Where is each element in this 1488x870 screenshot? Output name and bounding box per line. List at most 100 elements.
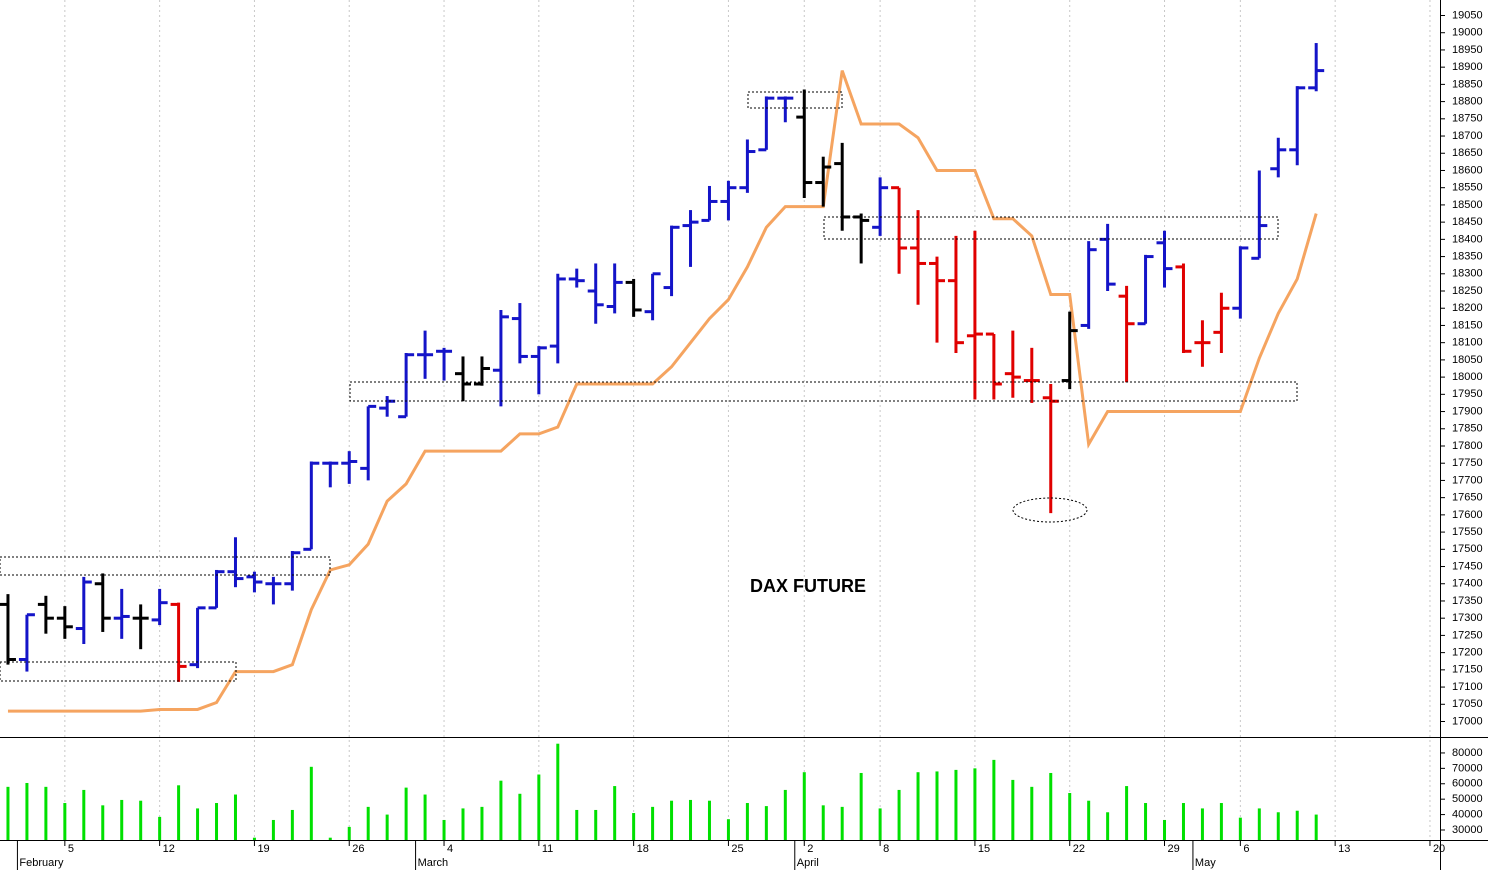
month-label: February [19, 857, 64, 869]
y-tick-label: 18850 [1452, 78, 1483, 90]
volume-bar [575, 809, 579, 840]
volume-bar [1295, 810, 1299, 840]
volume-bar [25, 782, 29, 840]
y-tick-label: 50000 [1452, 793, 1483, 805]
volume-bar [556, 743, 560, 840]
volume-bar [1030, 786, 1034, 840]
y-tick-label: 17450 [1452, 560, 1483, 572]
volume-bar [63, 803, 67, 840]
volume-bar [973, 768, 977, 840]
volume-bar [707, 800, 711, 840]
y-tick-label: 17100 [1452, 681, 1483, 693]
volume-bar [594, 809, 598, 840]
volume-bar [328, 837, 332, 840]
volume-bar [651, 806, 655, 840]
volume-bar [385, 814, 389, 840]
y-tick-label: 17500 [1452, 543, 1483, 555]
volume-bar [840, 806, 844, 840]
volume-bar [670, 800, 674, 840]
volume-bar [632, 813, 636, 840]
month-label: April [797, 857, 819, 869]
y-tick-label: 18100 [1452, 337, 1483, 349]
x-tick-label: 19 [257, 843, 269, 855]
y-tick-label: 17800 [1452, 440, 1483, 452]
y-tick-label: 19000 [1452, 27, 1483, 39]
volume-bar [442, 819, 446, 840]
annotation-box [349, 381, 1298, 402]
volume-bar [916, 772, 920, 840]
y-tick-label: 18000 [1452, 371, 1483, 383]
volume-bar [196, 808, 200, 840]
volume-bar [158, 816, 162, 840]
volume-bar [177, 785, 181, 840]
volume-bar [1011, 779, 1015, 840]
y-tick-label: 18650 [1452, 147, 1483, 159]
volume-bar [537, 774, 541, 840]
volume-bar [44, 786, 48, 840]
volume-bar [1163, 819, 1167, 840]
y-tick-label: 18450 [1452, 216, 1483, 228]
volume-bar [252, 837, 256, 840]
volume-bar [1106, 812, 1110, 840]
volume-bar [1125, 786, 1129, 840]
x-tick-label: 12 [163, 843, 175, 855]
annotation-ellipse [1012, 497, 1088, 523]
y-tick-label: 18150 [1452, 319, 1483, 331]
volume-bar [878, 808, 882, 840]
volume-bar [366, 806, 370, 840]
volume-bar [461, 808, 465, 840]
y-tick-label: 17150 [1452, 664, 1483, 676]
y-tick-label: 18350 [1452, 250, 1483, 262]
volume-bar [499, 780, 503, 840]
annotation-box [823, 216, 1279, 240]
volume-bar [1200, 808, 1204, 840]
volume-bar [101, 805, 105, 840]
volume-bar [783, 789, 787, 840]
y-tick-label: 18500 [1452, 199, 1483, 211]
volume-bar [309, 766, 313, 840]
y-tick-label: 19050 [1452, 9, 1483, 21]
chart-title: DAX FUTURE [750, 576, 866, 596]
volume-bar [1144, 803, 1148, 840]
volume-bar [726, 819, 730, 840]
x-tick-label: 5 [68, 843, 74, 855]
volume-bar [954, 769, 958, 840]
x-tick-label: 29 [1168, 843, 1180, 855]
volume-bar [423, 794, 427, 840]
y-tick-label: 17300 [1452, 612, 1483, 624]
y-tick-label: 17900 [1452, 405, 1483, 417]
x-tick-label: 2 [807, 843, 813, 855]
annotation-box [0, 556, 331, 576]
volume-bar [1049, 772, 1053, 840]
x-tick-label: 13 [1338, 843, 1350, 855]
volume-bar [6, 786, 10, 840]
y-tick-label: 40000 [1452, 808, 1483, 820]
volume-bar [518, 793, 522, 840]
y-tick-label: 17050 [1452, 698, 1483, 710]
volume-bar [480, 806, 484, 840]
annotation-box [747, 91, 843, 109]
y-tick-label: 18950 [1452, 44, 1483, 56]
volume-bar [82, 789, 86, 840]
y-tick-label: 17350 [1452, 595, 1483, 607]
volume-bar [689, 799, 693, 840]
y-tick-label: 18250 [1452, 285, 1483, 297]
volume-bar [859, 772, 863, 840]
volume-bar [897, 789, 901, 840]
month-label: March [418, 857, 449, 869]
x-tick-label: 11 [542, 843, 553, 855]
volume-bar [745, 803, 749, 840]
month-label: May [1195, 857, 1216, 869]
x-tick-label: 4 [447, 843, 453, 855]
volume-bar [1068, 793, 1072, 840]
volume-bar [139, 800, 143, 840]
y-tick-label: 70000 [1452, 762, 1483, 774]
volume-bar [404, 787, 408, 840]
y-tick-label: 17200 [1452, 647, 1483, 659]
y-tick-label: 18050 [1452, 354, 1483, 366]
volume-bar [215, 803, 219, 840]
y-tick-label: 17600 [1452, 509, 1483, 521]
y-tick-label: 17650 [1452, 492, 1483, 504]
volume-bar [347, 826, 351, 840]
